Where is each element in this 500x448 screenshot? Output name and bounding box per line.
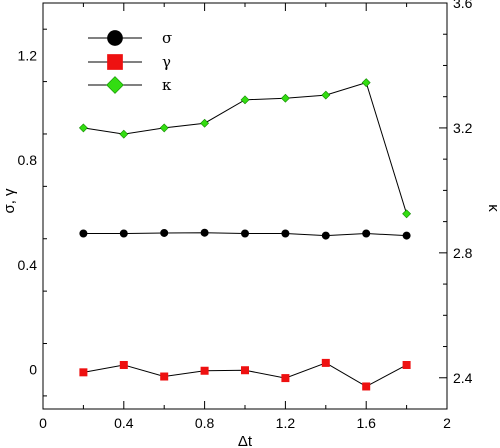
- data-point-1: [241, 366, 249, 375]
- data-point-1: [362, 382, 371, 391]
- data-point-2: [361, 78, 371, 88]
- legend-marker: [106, 76, 124, 94]
- x-tick-label: 0.8: [195, 415, 215, 431]
- data-point-0: [362, 229, 371, 238]
- data-point-2: [119, 129, 129, 139]
- data-point-0: [241, 229, 249, 238]
- data-point-0: [160, 228, 169, 237]
- x-tick-label: 2: [443, 415, 451, 431]
- data-point-2: [78, 123, 88, 133]
- data-point-1: [321, 358, 330, 367]
- y-left-tick-label: 0: [29, 362, 37, 378]
- y-left-tick-label: 0.8: [18, 152, 38, 168]
- x-tick-label: 0: [39, 415, 47, 431]
- plot-frame: [42, 2, 448, 410]
- data-point-1: [79, 368, 88, 377]
- legend-label: σ: [162, 29, 172, 47]
- legend-marker: [107, 54, 123, 70]
- y-right-tick-label: 3.6: [453, 0, 473, 11]
- data-point-2: [402, 209, 412, 219]
- y-right-tick-label: 2.4: [453, 370, 473, 386]
- legend-label: κ: [162, 76, 172, 94]
- legend-marker: [107, 30, 123, 46]
- y-left-tick-label: 1.2: [18, 47, 38, 63]
- data-point-2: [280, 93, 290, 103]
- data-point-1: [119, 360, 128, 369]
- data-point-1: [160, 372, 169, 381]
- x-axis-title: Δt: [238, 433, 253, 448]
- data-point-0: [200, 228, 209, 237]
- x-tick-label: 1.6: [356, 415, 376, 431]
- data-point-1: [281, 374, 290, 383]
- data-point-0: [321, 231, 330, 240]
- y-left-tick-label: 0.4: [18, 257, 38, 273]
- y-right-tick-label: 2.8: [453, 245, 473, 261]
- data-point-2: [321, 90, 331, 100]
- data-point-0: [119, 229, 128, 238]
- data-point-2: [159, 123, 169, 133]
- data-point-0: [402, 231, 411, 240]
- data-point-2: [200, 118, 210, 128]
- y-right-axis-title: κ: [485, 204, 500, 212]
- legend-label: γ: [162, 53, 171, 71]
- data-point-2: [240, 95, 250, 105]
- x-tick-label: 0.4: [114, 415, 134, 431]
- data-point-1: [402, 360, 411, 369]
- y-left-axis-title: σ, γ: [1, 188, 18, 214]
- data-point-1: [200, 366, 209, 375]
- x-tick-label: 1.2: [276, 415, 296, 431]
- data-point-0: [281, 229, 290, 238]
- data-point-0: [79, 229, 88, 238]
- y-right-tick-label: 3.2: [453, 120, 473, 136]
